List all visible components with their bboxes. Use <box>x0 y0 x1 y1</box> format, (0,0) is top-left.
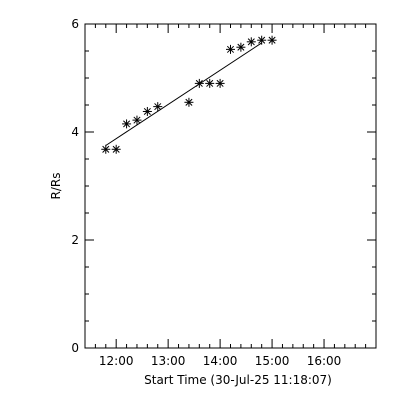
asterisk-stroke <box>195 79 203 87</box>
x-axis-label: Start Time (30-Jul-25 11:18:07) <box>144 373 332 387</box>
asterisk-stroke <box>123 120 131 128</box>
asterisk-stroke <box>133 116 141 124</box>
asterisk-stroke <box>154 103 162 111</box>
fit-line-layer <box>105 42 262 146</box>
data-point <box>132 115 142 125</box>
asterisk-stroke <box>102 145 110 153</box>
asterisk-stroke <box>112 145 120 153</box>
y-tick-label: 2 <box>71 233 79 247</box>
x-tick-label: 16:00 <box>307 354 342 368</box>
data-point <box>184 97 194 107</box>
asterisk-stroke <box>226 45 235 53</box>
asterisk-stroke <box>258 36 266 44</box>
tick-labels: 12:00 13:00 14:00 15:00 16:00 0 2 4 6 <box>71 17 341 368</box>
data-point <box>215 78 225 88</box>
asterisk-stroke <box>143 107 151 116</box>
asterisk-stroke <box>268 36 276 44</box>
asterisk-stroke <box>216 79 224 87</box>
y-tick-label: 0 <box>71 341 79 355</box>
plot-frame <box>84 23 377 349</box>
data-point <box>153 102 163 112</box>
asterisk-stroke <box>185 98 193 106</box>
y-tick-label: 4 <box>71 125 79 139</box>
fit-line <box>105 42 262 146</box>
data-point <box>267 35 277 45</box>
data-point <box>101 144 111 154</box>
x-tick-label: 14:00 <box>203 354 238 368</box>
asterisk-stroke <box>206 79 214 87</box>
y-tick-label: 6 <box>71 17 79 31</box>
data-point <box>205 78 215 88</box>
x-tick-label: 13:00 <box>151 354 186 368</box>
data-points <box>101 35 277 154</box>
data-point <box>122 119 132 129</box>
data-point <box>257 35 267 45</box>
data-point <box>194 78 204 88</box>
data-point <box>111 144 121 154</box>
data-point <box>142 106 152 116</box>
data-point <box>236 42 246 52</box>
data-point <box>246 37 256 47</box>
data-point <box>226 44 235 54</box>
tick-marks <box>84 23 376 349</box>
asterisk-stroke <box>237 43 245 51</box>
y-axis-label: R/Rs <box>49 173 63 200</box>
x-tick-label: 12:00 <box>99 354 134 368</box>
x-tick-label: 15:00 <box>255 354 290 368</box>
asterisk-stroke <box>247 38 255 46</box>
